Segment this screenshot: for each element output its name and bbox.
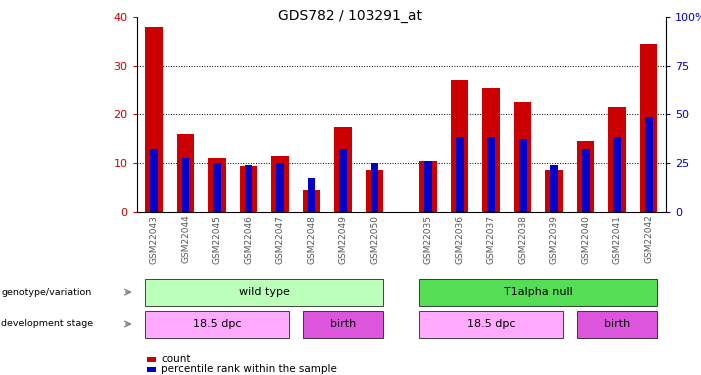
Bar <box>608 107 626 212</box>
Bar <box>371 163 379 212</box>
Bar <box>339 150 347 212</box>
Bar <box>271 156 289 212</box>
Bar <box>419 160 437 212</box>
Bar <box>577 141 594 212</box>
Text: genotype/variation: genotype/variation <box>1 288 92 297</box>
Bar <box>613 137 621 212</box>
Bar <box>582 150 590 212</box>
Bar <box>245 165 252 212</box>
Text: count: count <box>161 354 191 364</box>
Bar <box>303 190 320 212</box>
Text: wild type: wild type <box>239 287 290 297</box>
Text: percentile rank within the sample: percentile rank within the sample <box>161 364 337 374</box>
Text: GDS782 / 103291_at: GDS782 / 103291_at <box>278 9 423 23</box>
Bar <box>482 88 500 212</box>
Text: birth: birth <box>330 319 356 329</box>
Bar <box>213 163 221 212</box>
Text: T1alpha null: T1alpha null <box>504 287 573 297</box>
Bar <box>276 163 284 212</box>
Bar <box>545 170 563 212</box>
Text: 18.5 dpc: 18.5 dpc <box>467 319 515 329</box>
Text: development stage: development stage <box>1 320 93 328</box>
Bar <box>456 137 463 212</box>
Bar <box>182 158 189 212</box>
Bar <box>150 150 158 212</box>
Bar <box>240 166 257 212</box>
Bar <box>550 165 558 212</box>
Bar <box>177 134 194 212</box>
Bar <box>640 44 658 212</box>
Bar <box>519 139 526 212</box>
Text: 18.5 dpc: 18.5 dpc <box>193 319 241 329</box>
Bar <box>366 170 383 212</box>
Bar <box>334 127 352 212</box>
Bar <box>514 102 531 212</box>
Text: birth: birth <box>604 319 630 329</box>
Bar <box>451 80 468 212</box>
Bar <box>308 178 315 212</box>
Bar <box>424 161 432 212</box>
Bar <box>208 158 226 212</box>
Bar <box>487 137 495 212</box>
Bar <box>645 117 653 212</box>
Bar <box>145 27 163 212</box>
